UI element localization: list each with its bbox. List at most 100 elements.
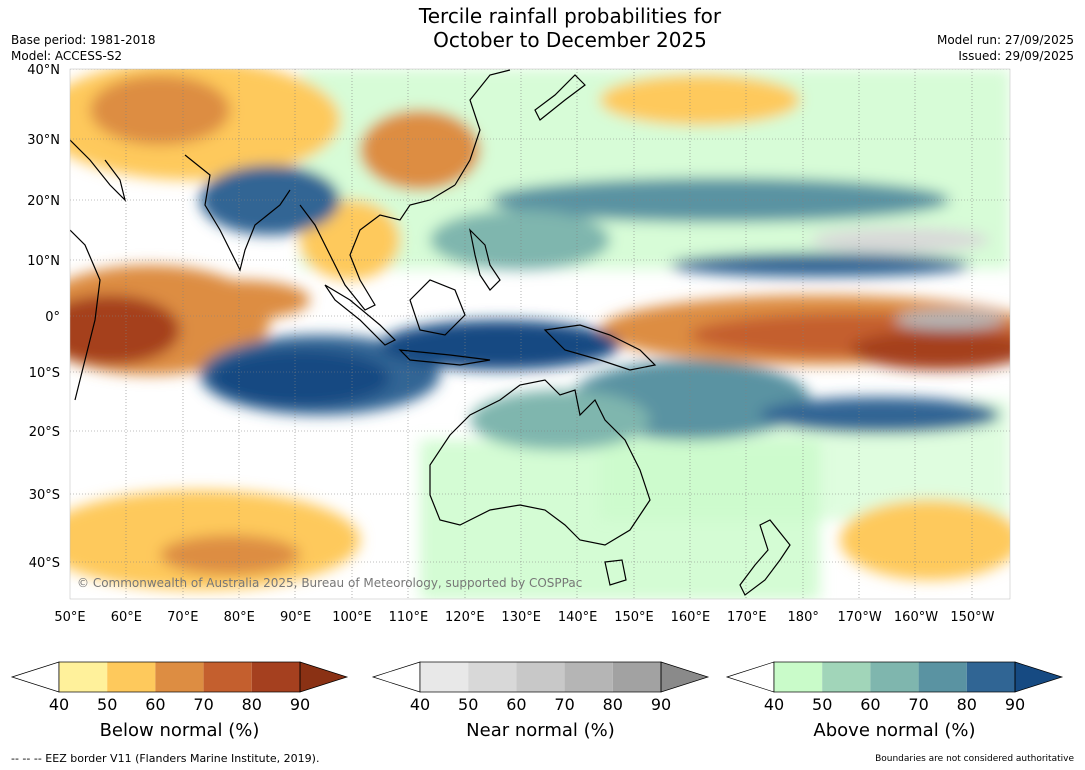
colorbar-extension-high bbox=[299, 661, 349, 693]
lat-label: 0° bbox=[45, 310, 60, 325]
lat-label: 40°S bbox=[29, 556, 60, 571]
colorbar-tick-label: 80 bbox=[957, 695, 977, 714]
lat-label: 20°S bbox=[29, 425, 60, 440]
eez-note: -- -- -- EEZ border V11 (Flanders Marine… bbox=[11, 752, 320, 765]
dry-south-east-pacific bbox=[840, 500, 1010, 580]
dry-central-indian-ocean bbox=[170, 280, 310, 320]
colorbar-frame bbox=[419, 661, 662, 693]
colorbar-title: Near normal (%) bbox=[466, 720, 615, 741]
colorbar-tick-label: 80 bbox=[242, 695, 262, 714]
colorbar-segment bbox=[612, 662, 661, 692]
colorbar-segment bbox=[870, 662, 919, 692]
wet-north-pacific-band bbox=[490, 178, 950, 222]
lon-label: 90°E bbox=[280, 610, 311, 625]
colorbar-extension-low bbox=[10, 661, 60, 693]
colorbar-extension-high bbox=[660, 661, 710, 693]
india-coast bbox=[184, 154, 291, 272]
australia-coast bbox=[429, 379, 651, 546]
philippines-coast bbox=[469, 228, 501, 291]
lon-label: 170°W bbox=[838, 610, 882, 625]
map-panel: © Commonwealth of Australia 2025, Bureau… bbox=[70, 69, 1010, 599]
lon-label: 70°E bbox=[167, 610, 198, 625]
colorbar-tick-label: 80 bbox=[603, 695, 623, 714]
base-period: Base period: 1981-2018 bbox=[11, 33, 156, 47]
wet-south-pacific bbox=[760, 397, 1000, 433]
wet-india bbox=[200, 165, 340, 235]
colorbar-extension-low bbox=[371, 661, 421, 693]
legend-colorbar: 40 50 60 70 80 90 Below normal (%) bbox=[10, 661, 349, 741]
colorbar-frame bbox=[773, 661, 1016, 693]
lon-label: 150°W bbox=[950, 610, 994, 625]
colorbar-segment bbox=[822, 662, 871, 692]
colorbar-segment bbox=[564, 662, 613, 692]
lat-label: 10°S bbox=[29, 366, 60, 381]
near-normal-north-pacific bbox=[810, 228, 990, 252]
colorbar-tick-label: 70 bbox=[193, 695, 213, 714]
title-line-2: October to December 2025 bbox=[433, 28, 707, 52]
colorbar-tick-label: 40 bbox=[410, 695, 430, 714]
dry-west-indian-ocean-core bbox=[70, 295, 180, 365]
latitude-labels: 40°N 30°N 20°N 10°N 0° 10°S 20°S 30°S 40°S bbox=[27, 63, 60, 571]
wet-northern-australia bbox=[470, 390, 650, 450]
lon-label: 130°E bbox=[501, 610, 541, 625]
colorbar-segment bbox=[516, 662, 565, 692]
africa-coast bbox=[70, 229, 101, 401]
legend-colorbar: 40 50 60 70 80 90 Near normal (%) bbox=[371, 661, 710, 741]
wet-maritime-continent bbox=[380, 320, 620, 370]
colorbar-title: Above normal (%) bbox=[813, 720, 975, 741]
lon-label: 50°E bbox=[54, 610, 85, 625]
east-asia-coast bbox=[454, 69, 511, 186]
arabia-coast bbox=[70, 139, 127, 202]
colorbar-segment bbox=[420, 662, 469, 692]
dry-west-asia-core bbox=[90, 75, 230, 145]
colorbar-tick-label: 90 bbox=[290, 695, 310, 714]
probability-field bbox=[70, 69, 1010, 599]
colorbar-tick-label: 50 bbox=[97, 695, 117, 714]
issued-date: Issued: 29/09/2025 bbox=[958, 49, 1074, 63]
copyright-notice: © Commonwealth of Australia 2025, Bureau… bbox=[77, 576, 582, 590]
lat-label: 30°S bbox=[29, 488, 60, 503]
dry-equatorial-pacific-core bbox=[850, 330, 1010, 370]
lon-label: 160°W bbox=[894, 610, 938, 625]
graticule-meridians bbox=[125, 69, 973, 599]
near-normal-east-pacific bbox=[895, 310, 1005, 330]
legend-colorbar: 40 50 60 70 80 90 Above normal (%) bbox=[725, 661, 1064, 741]
map-frame bbox=[69, 68, 1011, 600]
boundary-disclaimer: Boundaries are not considered authoritat… bbox=[875, 754, 1074, 764]
dry-north-pacific bbox=[600, 75, 800, 125]
dry-south-indian-ocean-core bbox=[160, 535, 300, 575]
lat-label: 20°N bbox=[27, 194, 60, 209]
colorbar-tick-label: 60 bbox=[506, 695, 526, 714]
colorbar-tick-label: 50 bbox=[458, 695, 478, 714]
wet-east-indian-ocean-core bbox=[210, 350, 390, 406]
new-guinea-coast bbox=[543, 324, 657, 371]
lat-label: 30°N bbox=[27, 133, 60, 148]
colorbar-tick-label: 90 bbox=[1005, 695, 1025, 714]
colorbar-tick-label: 40 bbox=[49, 695, 69, 714]
colorbar-tick-label: 40 bbox=[764, 695, 784, 714]
colorbar-extension-high bbox=[1014, 661, 1064, 693]
longitude-labels: 50°E 60°E 70°E 80°E 90°E 100°E 110°E 120°E 130°E… bbox=[54, 610, 994, 625]
colorbar-tick-label: 60 bbox=[145, 695, 165, 714]
colorbar-tick-label: 70 bbox=[554, 695, 574, 714]
borneo-coast bbox=[409, 279, 466, 336]
sumatra-coast bbox=[324, 284, 397, 346]
lon-label: 110°E bbox=[389, 610, 429, 625]
meta-right: Model run: 27/09/2025 Issued: 29/09/2025 bbox=[937, 32, 1074, 64]
colorbar-tick-label: 60 bbox=[860, 695, 880, 714]
colorbar-segment bbox=[107, 662, 156, 692]
legends: 40 50 60 70 80 90 Below normal (%) 40 50 60 70 80 90… bbox=[10, 661, 1064, 741]
colorbar-segment bbox=[251, 662, 300, 692]
lon-label: 150°E bbox=[614, 610, 654, 625]
dry-china bbox=[360, 110, 480, 190]
lat-label: 40°N bbox=[27, 63, 60, 78]
java-coast bbox=[398, 349, 491, 366]
colorbar-tick-label: 50 bbox=[812, 695, 832, 714]
lon-label: 100°E bbox=[332, 610, 372, 625]
colorbar-segment bbox=[59, 662, 108, 692]
model-name: Model: ACCESS-S2 bbox=[11, 49, 123, 63]
colorbar-segment bbox=[774, 662, 823, 692]
japan-coast bbox=[534, 74, 586, 121]
lon-label: 120°E bbox=[445, 610, 485, 625]
